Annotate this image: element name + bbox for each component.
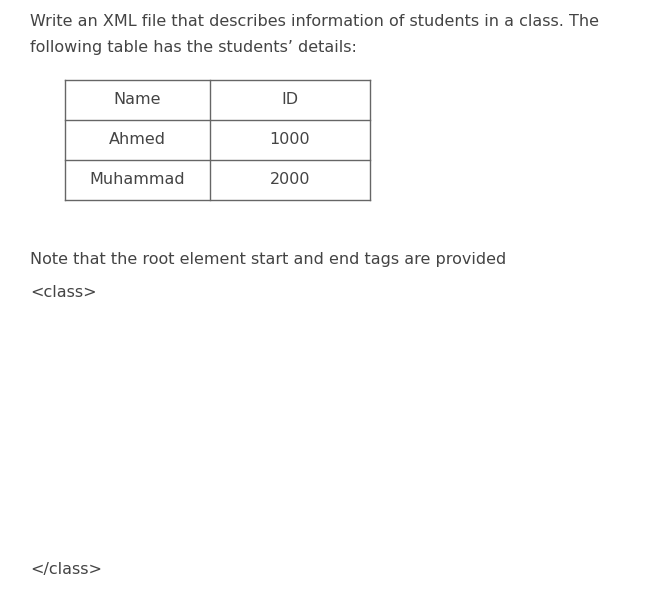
Text: 1000: 1000 — [270, 133, 310, 148]
Text: </class>: </class> — [30, 562, 102, 577]
Text: Write an XML file that describes information of students in a class. The: Write an XML file that describes informa… — [30, 14, 599, 29]
Text: 2000: 2000 — [270, 173, 310, 187]
Text: Ahmed: Ahmed — [109, 133, 166, 148]
Text: ID: ID — [282, 92, 299, 108]
Text: following table has the students’ details:: following table has the students’ detail… — [30, 40, 357, 55]
Text: Name: Name — [114, 92, 161, 108]
Text: <class>: <class> — [30, 285, 97, 300]
Text: Muhammad: Muhammad — [90, 173, 185, 187]
Text: Note that the root element start and end tags are provided: Note that the root element start and end… — [30, 252, 506, 267]
